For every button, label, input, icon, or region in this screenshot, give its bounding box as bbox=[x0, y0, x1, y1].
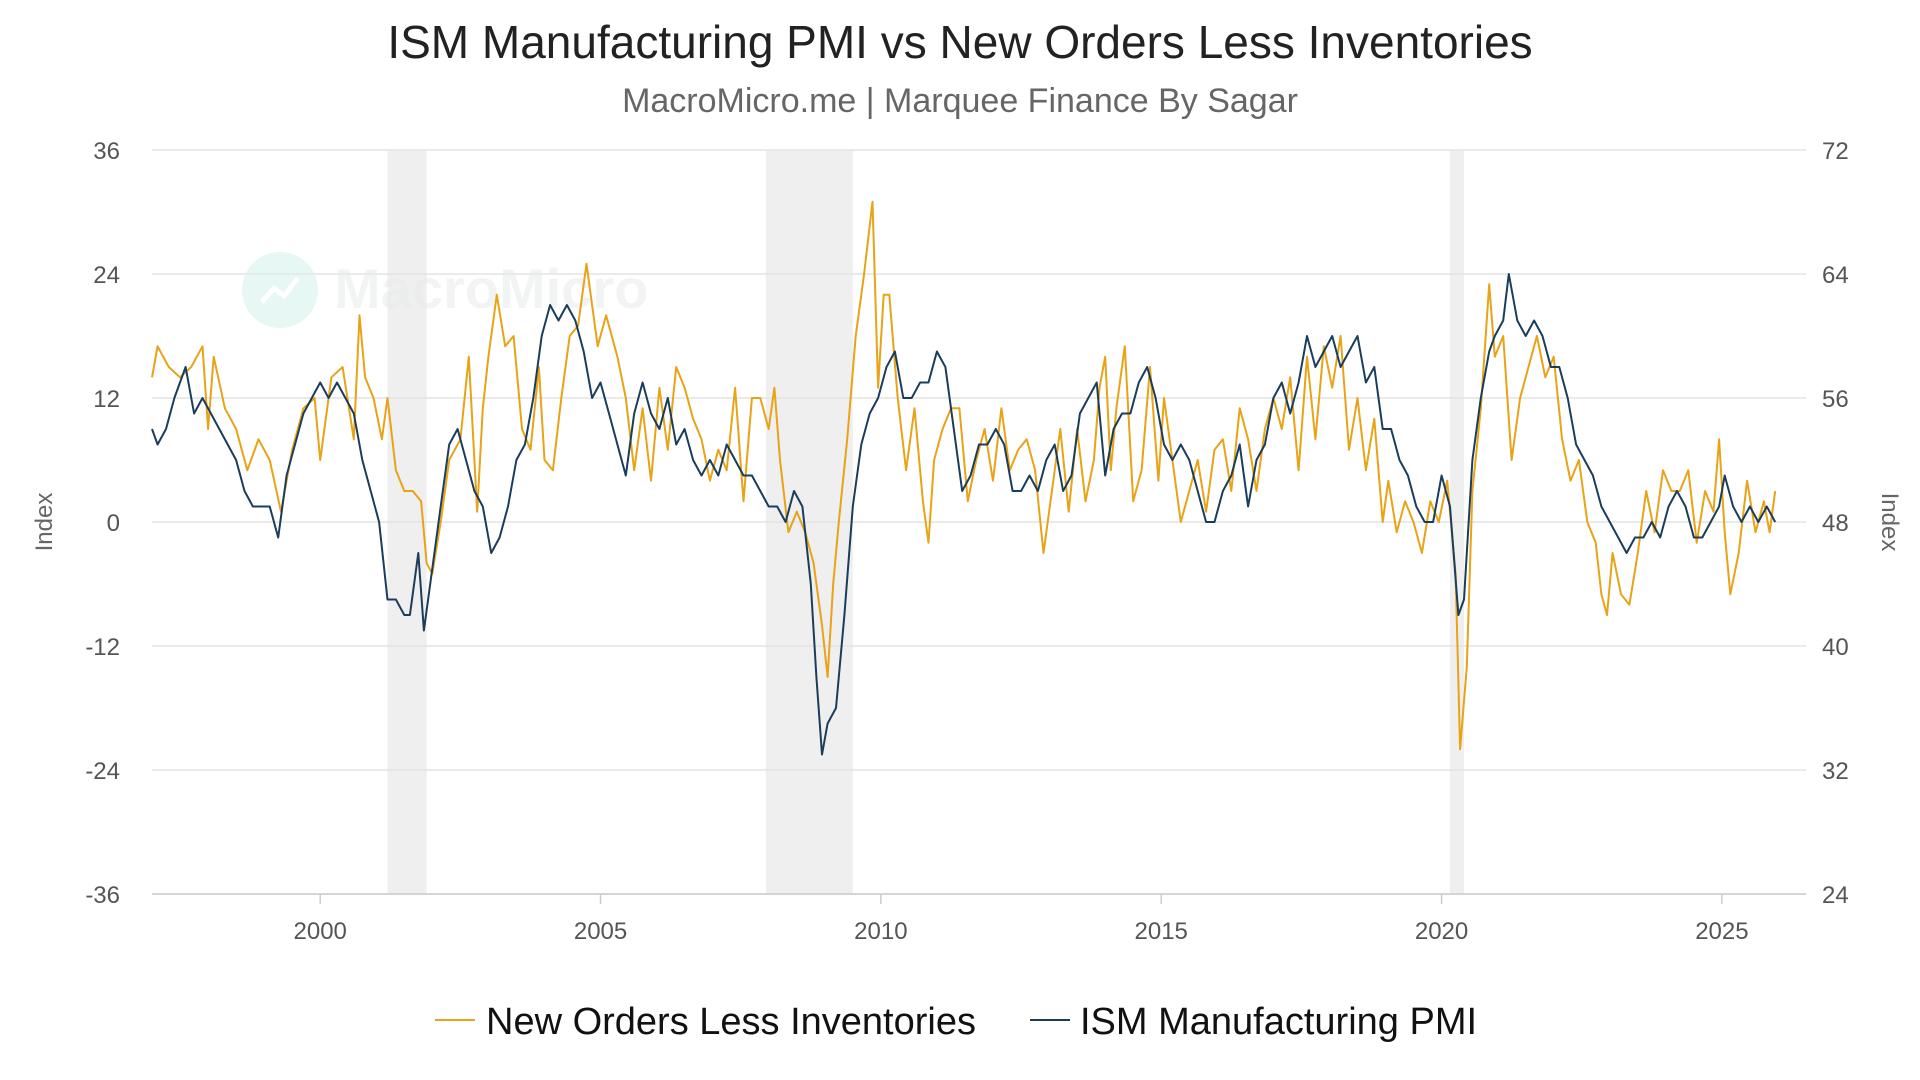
watermark: MacroMicro bbox=[242, 252, 648, 328]
left-tick-label: 24 bbox=[93, 262, 120, 289]
right-tick-label: 48 bbox=[1822, 510, 1849, 537]
x-tick-label: 2015 bbox=[1135, 918, 1188, 945]
series-line-pmi bbox=[151, 273, 1777, 756]
watermark-logo-chart-icon bbox=[260, 276, 300, 304]
x-tick-label: 2010 bbox=[854, 918, 907, 945]
left-tick-label: 36 bbox=[93, 138, 120, 165]
legend-item-pmi[interactable]: ISM Manufacturing PMI bbox=[1030, 1001, 1477, 1043]
left-tick-label: -12 bbox=[85, 634, 120, 661]
chart-title: ISM Manufacturing PMI vs New Orders Less… bbox=[387, 16, 1532, 68]
legend: New Orders Less Inventories ISM Manufact… bbox=[435, 1001, 1477, 1043]
watermark-text: MacroMicro bbox=[334, 257, 648, 320]
chart-subtitle: MacroMicro.me | Marquee Finance By Sagar bbox=[622, 82, 1298, 120]
right-tick-label: 56 bbox=[1822, 386, 1849, 413]
legend-label-new-orders: New Orders Less Inventories bbox=[486, 1001, 976, 1043]
left-tick-label: -24 bbox=[85, 758, 120, 785]
left-axis-title: Index bbox=[31, 493, 58, 552]
series-lines bbox=[151, 200, 1777, 756]
right-tick-label: 72 bbox=[1822, 138, 1849, 165]
left-tick-label: 12 bbox=[93, 386, 120, 413]
left-tick-label: -36 bbox=[85, 882, 120, 909]
right-tick-label: 40 bbox=[1822, 634, 1849, 661]
x-tick-label: 2005 bbox=[574, 918, 627, 945]
right-tick-label: 32 bbox=[1822, 758, 1849, 785]
axes: -36 24 -24 32 -12 40 0 48 12 56 24 64 36 72 2000 2005 20… bbox=[85, 138, 1848, 945]
right-axis-title: Index bbox=[1876, 493, 1903, 552]
legend-item-new-orders[interactable]: New Orders Less Inventories bbox=[435, 1001, 976, 1043]
right-tick-label: 64 bbox=[1822, 262, 1849, 289]
x-tick-label: 2000 bbox=[294, 918, 347, 945]
left-tick-label: 0 bbox=[107, 510, 120, 537]
x-tick-label: 2020 bbox=[1415, 918, 1468, 945]
right-tick-label: 24 bbox=[1822, 882, 1849, 909]
legend-label-pmi: ISM Manufacturing PMI bbox=[1080, 1001, 1477, 1043]
x-tick-label: 2025 bbox=[1695, 918, 1748, 945]
